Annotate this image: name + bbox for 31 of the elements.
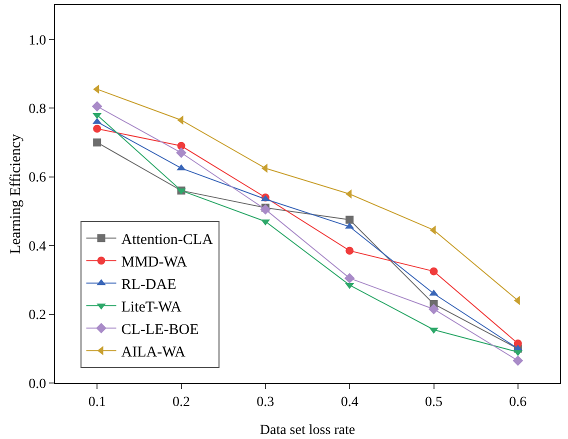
legend-label: MMD-WA — [121, 254, 188, 270]
point — [346, 216, 354, 224]
x-tick-label: 0.1 — [88, 394, 106, 410]
x-tick-label: 0.6 — [509, 394, 527, 410]
legend-label: AILA-WA — [121, 344, 186, 360]
y-tick-label: 0.8 — [28, 102, 46, 117]
point — [92, 101, 102, 112]
point — [93, 138, 102, 146]
legend-label: Attention-CLA — [121, 232, 214, 248]
x-tick-label: 0.4 — [340, 394, 358, 410]
point — [512, 355, 524, 366]
point — [344, 272, 355, 284]
y-tick-label: 1.0 — [28, 33, 46, 48]
point — [260, 204, 271, 215]
point — [428, 304, 439, 314]
y-axis-title: Learning Efficiency — [8, 133, 24, 254]
x-tick-label: 0.2 — [172, 394, 190, 410]
y-tick-label: 0.4 — [28, 239, 46, 254]
point — [346, 246, 354, 255]
y-tick-label: 0.0 — [28, 376, 46, 392]
point — [176, 148, 186, 158]
y-tick-label: 0.6 — [28, 170, 46, 186]
legend-label: LiteT-WA — [121, 299, 182, 316]
y-tick-label: 0.2 — [28, 308, 46, 324]
legend-label: RL-DAE — [121, 276, 176, 293]
x-tick-label: 0.3 — [256, 394, 274, 410]
point — [93, 124, 102, 133]
legend-label: CL-LE-BOE — [121, 322, 199, 338]
x-tick-label: 0.5 — [425, 394, 442, 410]
x-axis-title: Data set loss rate — [260, 423, 356, 438]
point — [430, 267, 438, 276]
